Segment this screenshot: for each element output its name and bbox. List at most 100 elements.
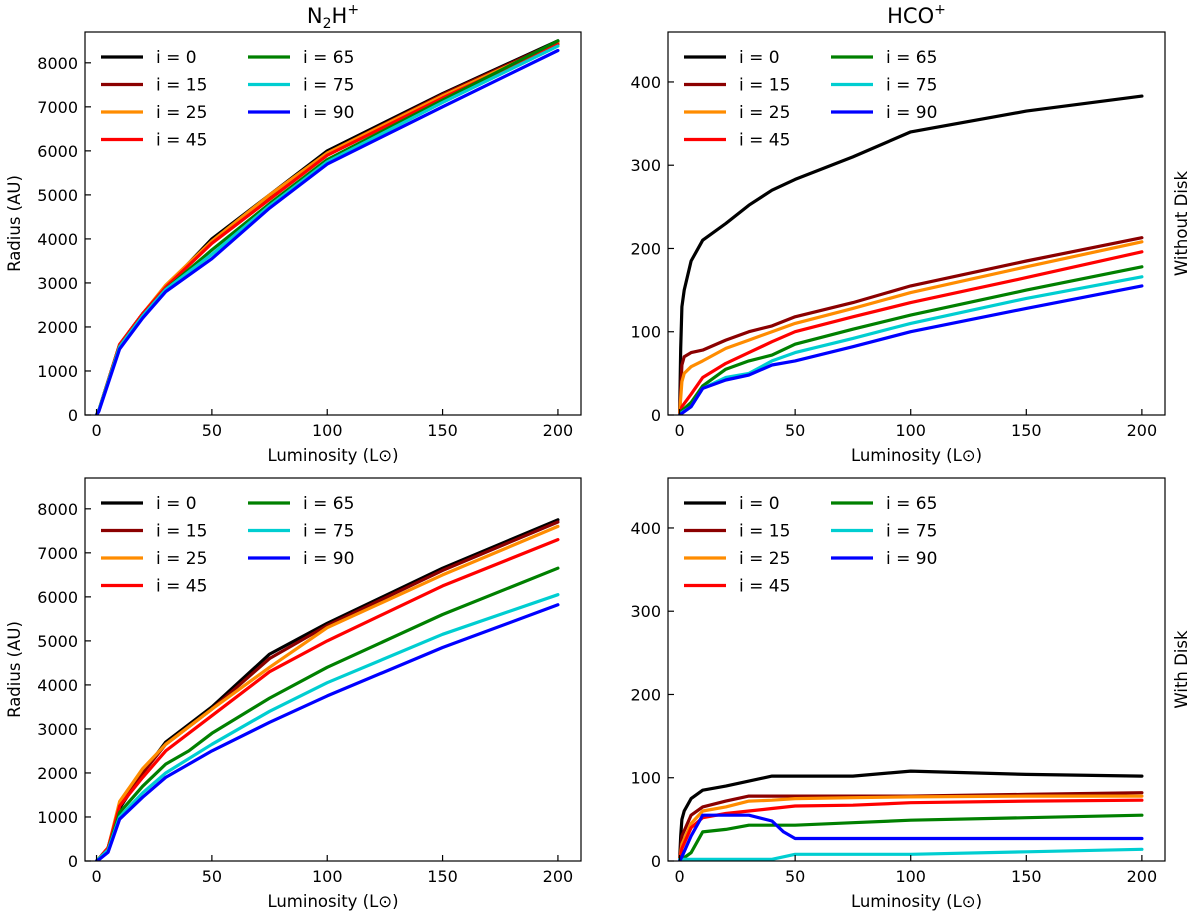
series-line-i25: [677, 794, 1144, 861]
legend-label: i = 65: [886, 48, 937, 68]
series-line-i45: [677, 798, 1144, 861]
chart-panel-3: 0 50 100 150 2000100020003000400050006000700…: [5, 477, 582, 911]
legend-label: i = 25: [739, 103, 790, 123]
legend-label: i = 65: [303, 494, 354, 514]
y-tick-label: 400: [630, 519, 661, 538]
series-line-i65: [94, 39, 560, 415]
legend-label: i = 0: [156, 494, 197, 514]
y-tick-label: 5000: [37, 186, 78, 205]
y-tick-label: 4000: [37, 230, 78, 249]
plot-frame: [667, 31, 1166, 416]
y-tick-label: 6000: [37, 142, 78, 161]
chart-panel-1: 0 50 100 150 2000100020003000400050006000700…: [5, 31, 582, 465]
legend-label: i = 45: [739, 131, 790, 151]
series-line-i45: [94, 42, 560, 415]
y-tick-label: 100: [630, 323, 661, 342]
x-tick-label: 50: [785, 867, 805, 886]
series-line-i90: [677, 813, 1144, 861]
legend-label: i = 0: [739, 494, 780, 514]
legend-label: i = 0: [156, 48, 197, 68]
chart-panel-2: 0 50 100 150 200 0 100 200 300 400 Luminosity (L⊙)…: [630, 31, 1191, 465]
plot-frame: [667, 477, 1166, 862]
x-tick-label: 100: [312, 421, 343, 440]
legend-label: i = 90: [303, 103, 354, 123]
y-tick-label: 1000: [37, 362, 78, 381]
plot-frame: [84, 477, 582, 862]
y-tick-label: 7000: [37, 98, 78, 117]
x-axis-label: Luminosity (L⊙): [267, 892, 398, 911]
legend-label: i = 0: [739, 48, 780, 68]
legend-label: i = 15: [739, 522, 790, 542]
column-title-2: HCO+: [887, 2, 946, 28]
legend-label: i = 15: [739, 76, 790, 96]
legend: i = 0 i = 15 i = 25 i = 45 i = 65 i = 75 i = 9…: [684, 494, 937, 597]
y-tick-label: 100: [630, 769, 661, 788]
series-group: [94, 518, 560, 861]
x-tick-label: 200: [543, 867, 574, 886]
y-tick-label: 300: [630, 156, 661, 175]
x-tick-label: 150: [1011, 421, 1042, 440]
x-tick-label: 200: [1127, 867, 1158, 886]
y-tick-label: 200: [630, 239, 661, 258]
plot-frame: [84, 31, 582, 416]
legend-label: i = 15: [156, 76, 207, 96]
legend-label: i = 45: [156, 131, 207, 151]
x-tick-label: 0: [91, 867, 101, 886]
legend-label: i = 25: [739, 549, 790, 569]
y-tick-label: 8000: [37, 54, 78, 73]
legend-label: i = 25: [156, 103, 207, 123]
legend-label: i = 90: [303, 549, 354, 569]
x-tick-label: 200: [1127, 421, 1158, 440]
x-tick-label: 150: [1011, 867, 1042, 886]
x-tick-label: 150: [427, 867, 458, 886]
legend-label: i = 15: [156, 522, 207, 542]
x-tick-label: 0: [674, 867, 684, 886]
legend-label: i = 25: [156, 549, 207, 569]
x-tick-label: 50: [202, 421, 222, 440]
legend: i = 0 i = 15 i = 25 i = 45 i = 65 i = 75 i = 9…: [101, 48, 354, 151]
series-line-i75: [94, 593, 560, 861]
series-line-i75: [677, 275, 1144, 415]
y-tick-label: 4000: [37, 676, 78, 695]
y-tick-label: 2000: [37, 764, 78, 783]
legend-label: i = 75: [886, 76, 937, 96]
x-tick-label: 50: [202, 867, 222, 886]
y-axis-label: Radius (AU): [5, 621, 24, 718]
series-line-i15: [94, 520, 560, 861]
series-group: [94, 39, 560, 415]
y-tick-label: 0: [68, 852, 78, 871]
legend-label: i = 65: [886, 494, 937, 514]
row-label: With Disk: [1172, 630, 1191, 709]
chart-panel-4: 0 50 100 150 200 0 100 200 300 400 Luminosity (L⊙)…: [630, 477, 1191, 911]
series-line-i90: [94, 603, 560, 861]
series-line-i25: [94, 41, 560, 415]
series-line-i65: [94, 566, 560, 861]
y-tick-label: 1000: [37, 808, 78, 827]
y-tick-label: 2000: [37, 318, 78, 337]
y-tick-label: 3000: [37, 274, 78, 293]
legend-label: i = 75: [886, 522, 937, 542]
series-line-i0: [94, 518, 560, 861]
legend-label: i = 75: [303, 522, 354, 542]
y-tick-label: 0: [651, 852, 661, 871]
x-tick-label: 150: [427, 421, 458, 440]
series-line-i75: [677, 847, 1144, 861]
y-tick-label: 7000: [37, 544, 78, 563]
y-tick-label: 8000: [37, 500, 78, 519]
series-line-i15: [94, 40, 560, 415]
x-axis-label: Luminosity (L⊙): [851, 446, 982, 465]
series-group: [677, 769, 1144, 861]
series-line-i75: [94, 44, 560, 415]
series-line-i90: [94, 48, 560, 415]
series-line-i0: [677, 94, 1144, 415]
y-tick-label: 6000: [37, 588, 78, 607]
y-tick-label: 0: [651, 406, 661, 425]
x-axis-label: Luminosity (L⊙): [267, 446, 398, 465]
series-line-i65: [677, 265, 1144, 415]
y-tick-label: 3000: [37, 720, 78, 739]
series-line-i0: [94, 39, 560, 415]
x-axis-label: Luminosity (L⊙): [851, 892, 982, 911]
y-tick-label: 200: [630, 685, 661, 704]
x-tick-label: 200: [543, 421, 574, 440]
series-group: [677, 94, 1144, 415]
